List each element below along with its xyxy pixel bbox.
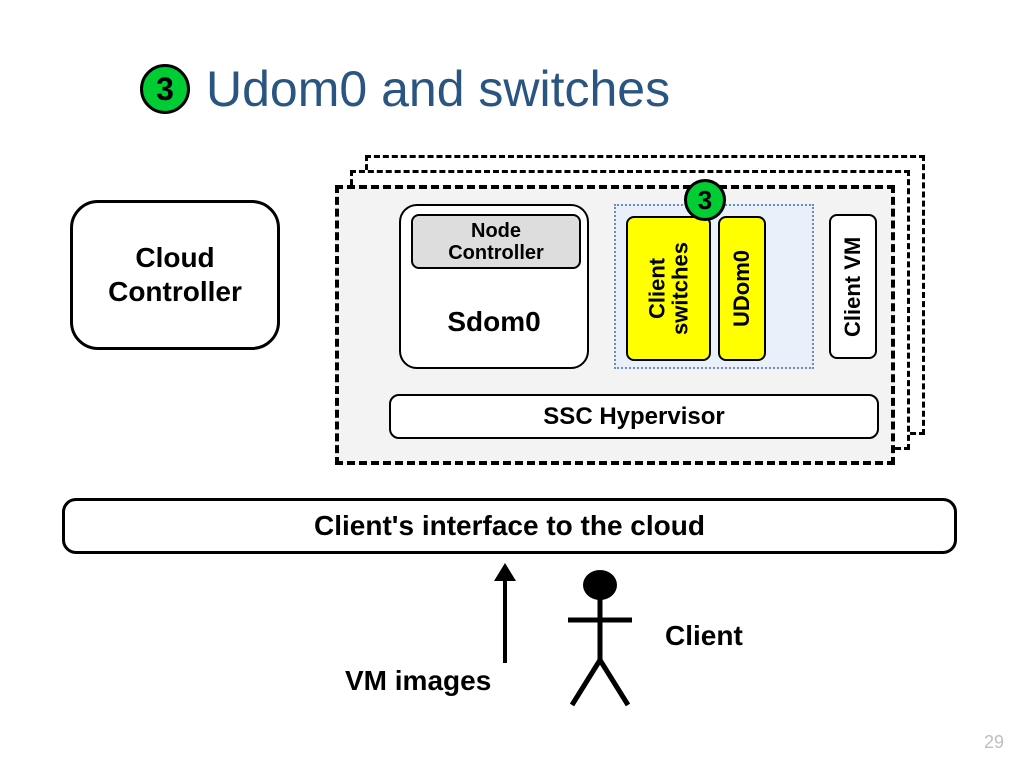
page-number: 29	[984, 732, 1004, 753]
client-interface-label: Client's interface to the cloud	[314, 510, 705, 542]
cloud-controller-label: Cloud Controller	[108, 241, 242, 308]
client-label: Client	[665, 620, 743, 652]
client-switches-label: Client switches	[645, 242, 691, 335]
client-vm-box: Client VM	[829, 214, 877, 359]
sdom0-box: Node Controller Sdom0	[399, 204, 589, 369]
client-interface-bar: Client's interface to the cloud	[62, 498, 957, 554]
client-switches-box: Client switches	[626, 216, 711, 361]
cloud-controller-box: Cloud Controller	[70, 200, 280, 350]
vm-images-label: VM images	[345, 665, 491, 697]
title-badge-number: 3	[156, 71, 174, 108]
slide-title: 3 Udom0 and switches	[140, 60, 670, 118]
node-controller-label: Node Controller	[448, 220, 544, 264]
title-text: Udom0 and switches	[206, 60, 670, 118]
client-vm-label: Client VM	[840, 236, 866, 336]
client-person-icon	[560, 565, 640, 715]
udom0-box: UDom0	[718, 216, 766, 361]
client-group: Client switches UDom0	[614, 204, 814, 369]
hypervisor-box: SSC Hypervisor	[389, 394, 879, 439]
node-controller-box: Node Controller	[411, 214, 581, 269]
udom0-label: UDom0	[729, 250, 755, 327]
title-badge: 3	[140, 64, 190, 114]
node-panel: Node Controller Sdom0 Client switches UD…	[335, 185, 895, 465]
sdom0-label: Sdom0	[401, 306, 587, 338]
arrow-up-icon	[490, 563, 520, 668]
hypervisor-label: SSC Hypervisor	[543, 403, 724, 431]
group-badge-number: 3	[698, 185, 712, 216]
group-badge: 3	[684, 179, 726, 221]
